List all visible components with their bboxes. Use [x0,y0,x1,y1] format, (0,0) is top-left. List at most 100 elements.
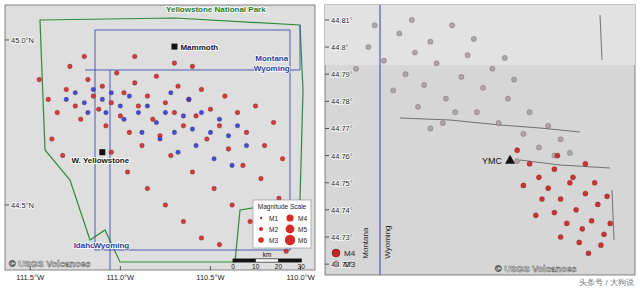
figure: Yellowstone National ParkMammothW. Yello… [0,0,640,289]
earthquake [205,137,210,142]
place-label: Yellowstone National Park [166,5,266,14]
earthquake [567,180,572,185]
earthquake [453,110,458,115]
y-tick [325,209,329,210]
earthquake [248,219,253,224]
earthquake [127,94,132,99]
earthquake [73,90,78,95]
y-tick-label: 44.5°N [11,201,34,210]
earthquake [122,90,127,95]
earthquake [592,180,597,185]
y-tick-label: 44.77° [331,124,353,133]
earthquake [46,97,51,102]
earthquake [428,39,433,44]
earthquake [104,123,109,128]
earthquake [391,88,396,93]
state-label: Montana [361,227,370,259]
earthquake [187,97,192,102]
scale-segment [233,259,256,262]
earthquake [86,77,91,82]
earthquake [169,90,174,95]
state-label: Wyoming [383,225,392,258]
earthquake [515,148,520,153]
earthquake [490,66,495,71]
source-credit: © USGS Volcanoes [495,264,577,274]
earthquake [253,104,258,109]
earthquake [125,170,130,175]
y-tick [325,101,329,102]
earthquake [199,87,204,92]
place-label: Montana [255,54,288,63]
legend-label: M3 [269,237,278,244]
earthquake [145,104,150,109]
earthquake [78,117,83,122]
earthquake [505,96,510,101]
y-tick [325,74,329,75]
legend-symbol [260,217,262,219]
earthquake [169,153,174,158]
earthquake [154,120,159,125]
earthquake [163,110,168,115]
earthquake [527,161,532,166]
earthquake [150,117,155,122]
y-tick-label: 44.73° [331,233,353,242]
earthquake [132,81,137,86]
earthquake [127,130,132,135]
annotations: YMCMontanaWyoming [361,155,515,259]
earthquake [546,186,551,191]
fault [612,190,614,240]
scale-label: 30 [298,263,306,270]
earthquake [595,202,600,207]
earthquake [235,123,240,128]
y-tick [5,204,9,205]
ticks: 111.5°W111.0°W110.5°W110.0°W44.5°N45.0°N [5,36,316,282]
earthquake [118,104,123,109]
earthquake [546,123,551,128]
earthquake [539,196,544,201]
legend-symbol [258,237,264,243]
earthquake [608,221,613,226]
earthquake [212,186,217,191]
x-tick-label: 110.5°W [196,273,225,282]
earthquake [511,77,516,82]
fault [520,160,610,168]
earthquake [586,251,591,256]
y-tick-label: 45.0°N [11,36,34,45]
earthquake [552,167,557,172]
earthquake [208,107,213,112]
earthquake [64,97,69,102]
earthquake [145,186,150,191]
map-frame [5,5,315,270]
x-tick-label: 111.5°W [16,273,45,282]
earthquake [217,117,222,122]
earthquake [244,143,249,148]
map-panel: Yellowstone National ParkMammothW. Yello… [5,5,316,282]
earthquake [217,123,222,128]
earthquake [450,23,455,28]
scale-label: 10 [252,263,260,270]
y-tick [325,264,329,265]
earthquake [496,120,501,125]
earthquake [577,240,582,245]
earthquake [502,55,507,60]
earthquake [212,156,217,161]
earthquake [190,170,195,175]
earthquake [217,242,222,247]
ticks: 44.72°44.73°44.74°44.75°44.76°44.77°44.7… [325,16,353,269]
earthquake [194,114,199,119]
y-tick-label: 44.74° [331,206,353,215]
y-tick [325,237,329,238]
legend-symbol [333,261,339,267]
earthquake [181,114,186,119]
earthquake [199,236,204,241]
earthquake [428,126,433,131]
earthquake [100,84,105,89]
earthquake [244,130,249,135]
earthquake [226,147,231,152]
y-tick [325,19,329,20]
earthquake [583,191,588,196]
earthquake [262,143,267,148]
earthquake [104,110,109,115]
earthquake [558,196,563,201]
earthquake [190,64,195,69]
